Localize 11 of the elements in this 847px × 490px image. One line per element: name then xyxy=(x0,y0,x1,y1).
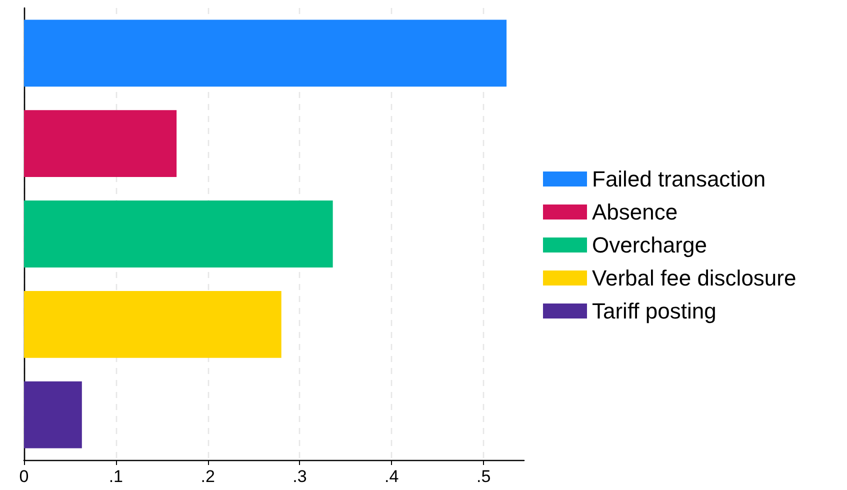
x-tick-label: .4 xyxy=(384,467,399,486)
x-tick-label: .5 xyxy=(476,467,491,486)
legend-label: Verbal fee disclosure xyxy=(592,266,796,290)
legend-label: Failed transaction xyxy=(592,166,766,192)
x-tick-label: .3 xyxy=(292,467,307,486)
legend-label: Tariff posting xyxy=(592,298,716,324)
x-tick-label: 0 xyxy=(19,467,29,486)
x-tick-label: .1 xyxy=(108,467,124,486)
legend-label: Absence xyxy=(592,200,678,224)
x-tick-label: .2 xyxy=(200,467,215,486)
legend-label: Overcharge xyxy=(592,232,707,258)
